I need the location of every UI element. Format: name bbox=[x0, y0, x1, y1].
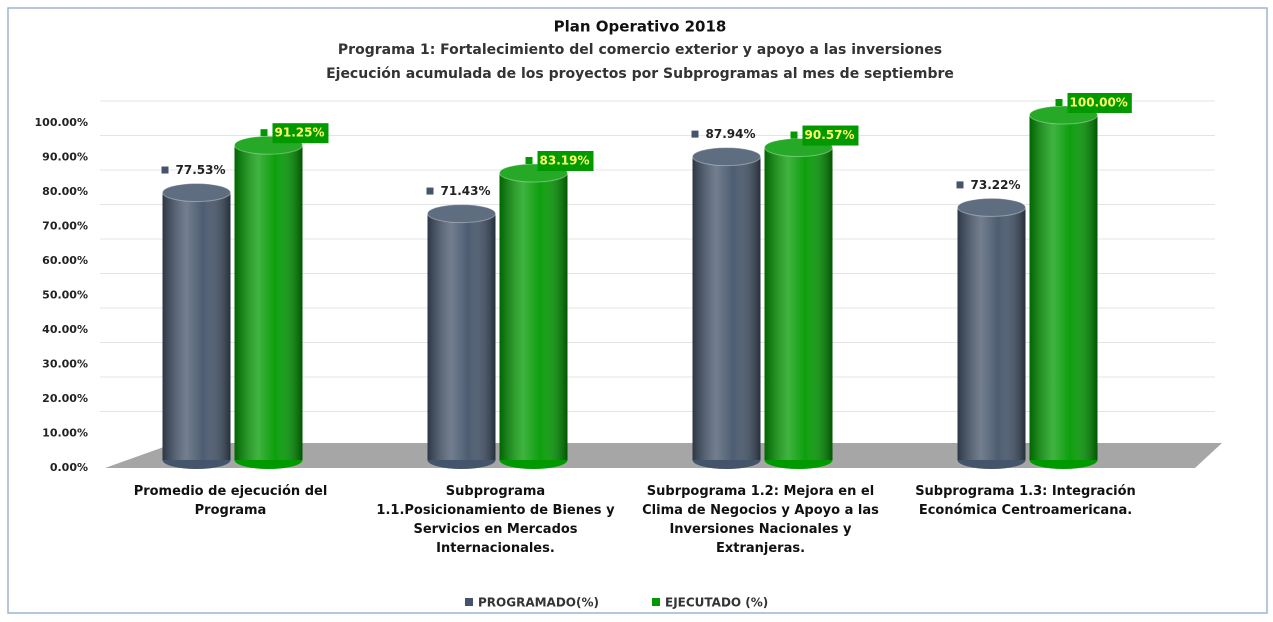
label-key bbox=[1055, 99, 1063, 106]
label-key bbox=[260, 129, 268, 137]
label-key bbox=[525, 156, 533, 164]
data-label: 73.22% bbox=[971, 178, 1021, 192]
data-label: 83.19% bbox=[540, 153, 590, 167]
x-tick-label: Subprograma 1.1.Posicionamiento de Biene… bbox=[376, 484, 615, 556]
y-tick-label: 50.00% bbox=[42, 289, 88, 302]
bar-shade bbox=[1029, 115, 1098, 460]
y-tick-label: 0.00% bbox=[50, 461, 88, 474]
bar-top-shade bbox=[957, 198, 1026, 217]
floor bbox=[105, 443, 1222, 468]
data-label: 100.00% bbox=[1070, 96, 1128, 110]
bar-top bbox=[427, 204, 496, 224]
x-tick-label: Subrpograma 1.2: Mejora en el Clima de N… bbox=[642, 484, 879, 556]
bar-top bbox=[957, 197, 1026, 217]
bar-shade bbox=[162, 192, 231, 461]
label-box bbox=[272, 123, 329, 144]
y-tick-label: 90.00% bbox=[42, 151, 88, 164]
label-key bbox=[790, 131, 798, 139]
label-key bbox=[956, 181, 964, 189]
chart-subtitle: Ejecución acumulada de los proyectos por… bbox=[326, 66, 954, 82]
bar-shade bbox=[427, 213, 496, 460]
label-key bbox=[426, 187, 434, 195]
data-label: 91.25% bbox=[275, 126, 325, 140]
y-tick-label: 20.00% bbox=[42, 392, 88, 405]
x-tick-label: Promedio de ejecución del Programa bbox=[133, 484, 328, 518]
label-box bbox=[1067, 93, 1132, 113]
bar-shade bbox=[692, 156, 761, 460]
legend-key bbox=[652, 598, 660, 606]
y-tick-label: 70.00% bbox=[42, 220, 88, 233]
x-tick-label: Subprograma 1.3: Integración Económica C… bbox=[915, 484, 1136, 518]
y-tick-label: 10.00% bbox=[42, 427, 88, 440]
y-tick-label: 40.00% bbox=[42, 323, 88, 336]
bar-top-shade bbox=[692, 147, 761, 166]
label-box bbox=[537, 150, 594, 171]
data-label: 77.53% bbox=[176, 163, 226, 177]
bar-shade bbox=[957, 207, 1026, 460]
y-tick-label: 100.00% bbox=[35, 116, 88, 129]
legend-key bbox=[465, 598, 473, 606]
bar-shade bbox=[499, 172, 568, 460]
chart-title: Plan Operativo 2018 bbox=[554, 18, 727, 36]
bar-top-shade bbox=[427, 204, 496, 223]
legend-label: PROGRAMADO(%) bbox=[478, 596, 599, 610]
label-key bbox=[691, 130, 699, 138]
bar-top-shade bbox=[162, 183, 231, 202]
bar-shade bbox=[764, 147, 833, 460]
bar-top bbox=[162, 183, 231, 203]
data-label: 87.94% bbox=[706, 127, 756, 141]
label-key bbox=[161, 166, 169, 174]
label-box bbox=[802, 125, 859, 146]
y-tick-label: 60.00% bbox=[42, 254, 88, 267]
bar-top bbox=[692, 147, 761, 167]
legend-label: EJECUTADO (%) bbox=[665, 596, 768, 610]
bar-shade bbox=[234, 145, 303, 460]
chart-subtitle: Programa 1: Fortalecimiento del comercio… bbox=[338, 42, 942, 58]
y-tick-label: 30.00% bbox=[42, 358, 88, 371]
y-tick-label: 80.00% bbox=[42, 185, 88, 198]
data-label: 71.43% bbox=[441, 184, 491, 198]
data-label: 90.57% bbox=[805, 128, 855, 142]
